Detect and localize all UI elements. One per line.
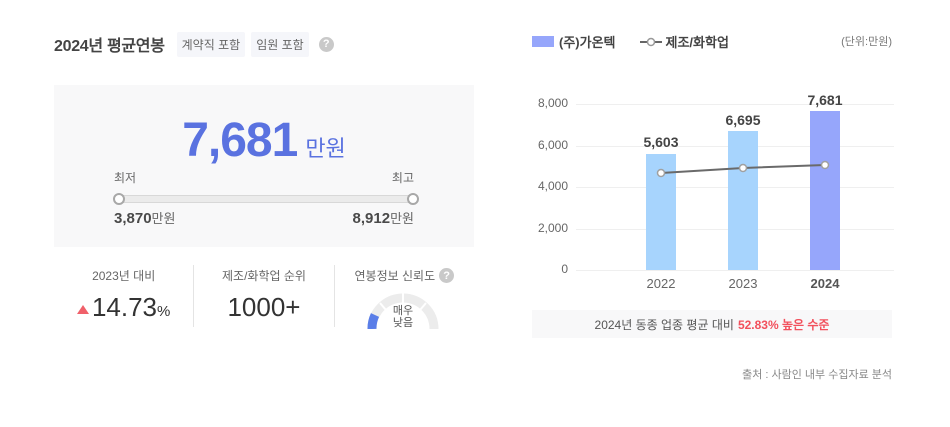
min-salary: 3,870만원: [114, 208, 175, 227]
legend-bar-swatch: [532, 36, 554, 47]
legend-company: (주)가온텍: [559, 35, 616, 50]
x-tick-2024: 2024: [810, 276, 840, 291]
comparison-highlight: 52.83% 높은 수준: [737, 317, 830, 332]
bar-2023[interactable]: [728, 131, 758, 270]
x-tick-2023: 2023: [728, 276, 758, 291]
min-label: 최저: [114, 171, 137, 185]
average-salary-unit: 만원: [305, 136, 346, 161]
y-tick: 8,000: [537, 96, 568, 110]
max-salary: 8,912만원: [353, 208, 414, 227]
tag-contract-included: 계약직 포함: [176, 31, 246, 57]
min-marker: [113, 193, 125, 205]
salary-range-bar: [118, 195, 412, 203]
help-icon[interactable]: ?: [439, 268, 455, 283]
trend-up-icon: [76, 305, 89, 314]
yoy-value: 14.73: [91, 292, 158, 322]
stat-label: 연봉정보 신뢰도 ?: [335, 267, 474, 284]
min-salary-value: 3,870: [114, 210, 152, 227]
salary-chart-panel: (주)가온텍 제조/화학업 (단위:만원) 8,000 6,000 4,000 …: [530, 0, 894, 427]
stat-value: 14.73%: [54, 292, 193, 323]
y-tick: 2,000: [537, 221, 568, 235]
average-salary-box: 7,681 만원 최저 최고 3,870만원 8,912만원: [54, 85, 474, 247]
y-tick: 0: [561, 262, 568, 276]
comparison-text: 2024년 동종 업종 평균 대비: [594, 317, 734, 332]
max-salary-value: 8,912: [352, 210, 391, 227]
average-salary: 7,681 만원: [54, 113, 474, 168]
bar-value-2024: 7,681: [807, 92, 843, 108]
help-icon[interactable]: ?: [318, 36, 334, 52]
reliability-label: 연봉정보 신뢰도: [354, 269, 436, 283]
tag-executive-included: 임원 포함: [251, 31, 309, 57]
max-label: 최고: [391, 171, 414, 185]
salary-header: 2024년 평균연봉 계약직 포함 임원 포함 ?: [54, 31, 334, 57]
page-title: 2024년 평균연봉: [54, 38, 165, 55]
bar-value-2022: 5,603: [643, 134, 679, 150]
y-tick: 4,000: [537, 179, 568, 193]
gauge-line1: 매우: [393, 304, 413, 317]
salary-stats: 2023년 대비 14.73% 제조/화학업 순위 1000+ 연봉정보 신뢰도…: [54, 265, 474, 329]
max-salary-unit: 만원: [390, 211, 414, 226]
average-salary-value: 7,681: [182, 114, 298, 167]
y-tick: 6,000: [537, 138, 568, 152]
yoy-suffix: %: [157, 303, 171, 320]
data-source: 출처 : 사람인 내부 수집자료 분석: [742, 369, 892, 381]
bar-2024[interactable]: [810, 111, 840, 270]
x-tick-2022: 2022: [646, 276, 676, 291]
reliability-gauge: 매우 낮음: [366, 289, 440, 329]
stat-reliability: 연봉정보 신뢰도 ? 매우 낮음: [333, 265, 474, 329]
chart-legend: (주)가온텍 제조/화학업: [532, 32, 729, 51]
stat-industry-rank: 제조/화학업 순위 1000+: [193, 265, 333, 327]
gridline: [576, 104, 894, 105]
industry-line: [656, 160, 830, 178]
legend-line-icon: [639, 37, 662, 46]
stat-yoy-change: 2023년 대비 14.73%: [54, 265, 193, 327]
gauge-line2: 낮음: [393, 316, 413, 329]
stat-label: 2023년 대비: [92, 269, 156, 283]
bar-value-2023: 6,695: [725, 112, 761, 128]
rank-value: 1000+: [227, 292, 301, 322]
gridline: [576, 270, 894, 271]
legend-industry: 제조/화학업: [665, 35, 729, 50]
salary-summary-panel: 2024년 평균연봉 계약직 포함 임원 포함 ? 7,681 만원 최저 최고 …: [54, 0, 474, 427]
unit-note: (단위:만원): [841, 36, 892, 48]
stat-label: 제조/화학업 순위: [222, 269, 306, 283]
salary-bar-chart: 8,000 6,000 4,000 2,000 0 5,603 6,695 7,…: [530, 86, 894, 296]
industry-comparison-note: 2024년 동종 업종 평균 대비 52.83% 높은 수준: [532, 310, 892, 338]
min-salary-unit: 만원: [151, 211, 176, 226]
max-marker: [407, 193, 419, 205]
